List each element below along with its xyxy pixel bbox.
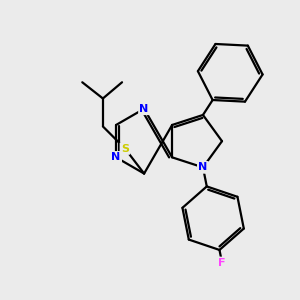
Text: S: S: [121, 143, 129, 154]
Text: F: F: [218, 258, 226, 268]
Text: N: N: [111, 152, 121, 162]
Text: N: N: [198, 162, 208, 172]
Text: N: N: [140, 104, 149, 114]
